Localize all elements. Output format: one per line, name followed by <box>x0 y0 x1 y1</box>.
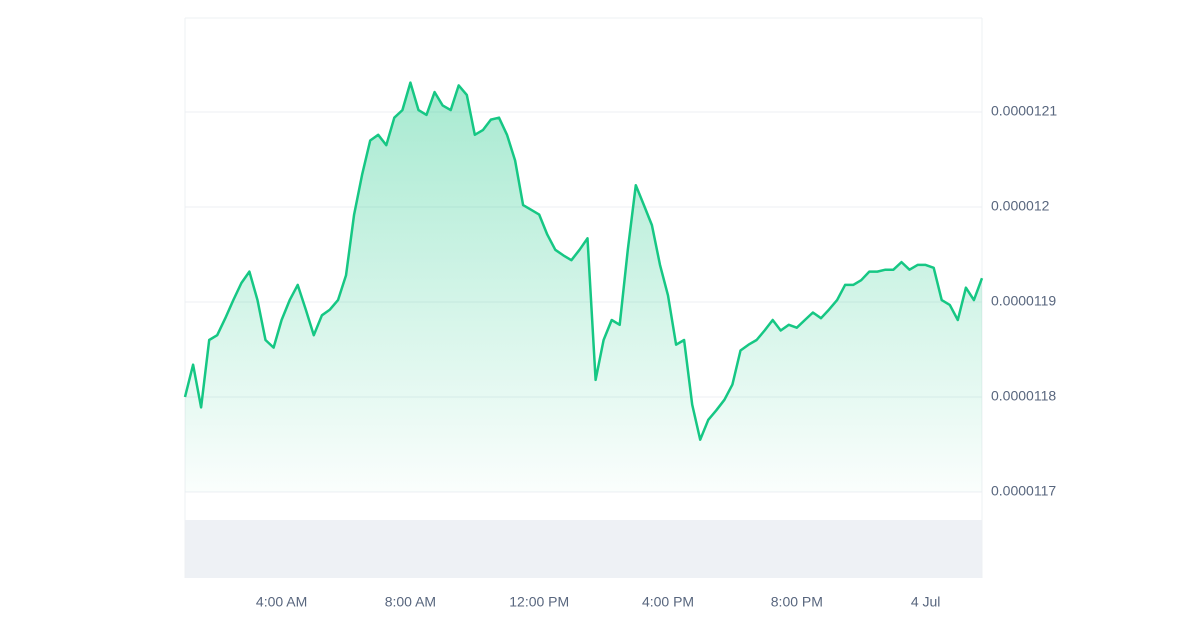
x-tick-label: 4:00 AM <box>256 594 307 610</box>
y-tick-label: 0.0000118 <box>991 388 1056 404</box>
price-line <box>183 81 984 441</box>
y-tick-label: 0.0000117 <box>991 483 1056 499</box>
x-tick-label: 8:00 PM <box>771 594 823 610</box>
x-tick-label: 4:00 PM <box>642 594 694 610</box>
y-tick-label: 0.000012 <box>991 198 1050 214</box>
price-area <box>185 82 982 492</box>
volume-band <box>185 520 982 578</box>
x-tick-label: 4 Jul <box>911 594 941 610</box>
y-tick-label: 0.0000121 <box>991 103 1057 119</box>
y-tick-label: 0.0000119 <box>991 293 1056 309</box>
x-tick-label: 12:00 PM <box>509 594 569 610</box>
x-tick-label: 8:00 AM <box>385 594 436 610</box>
